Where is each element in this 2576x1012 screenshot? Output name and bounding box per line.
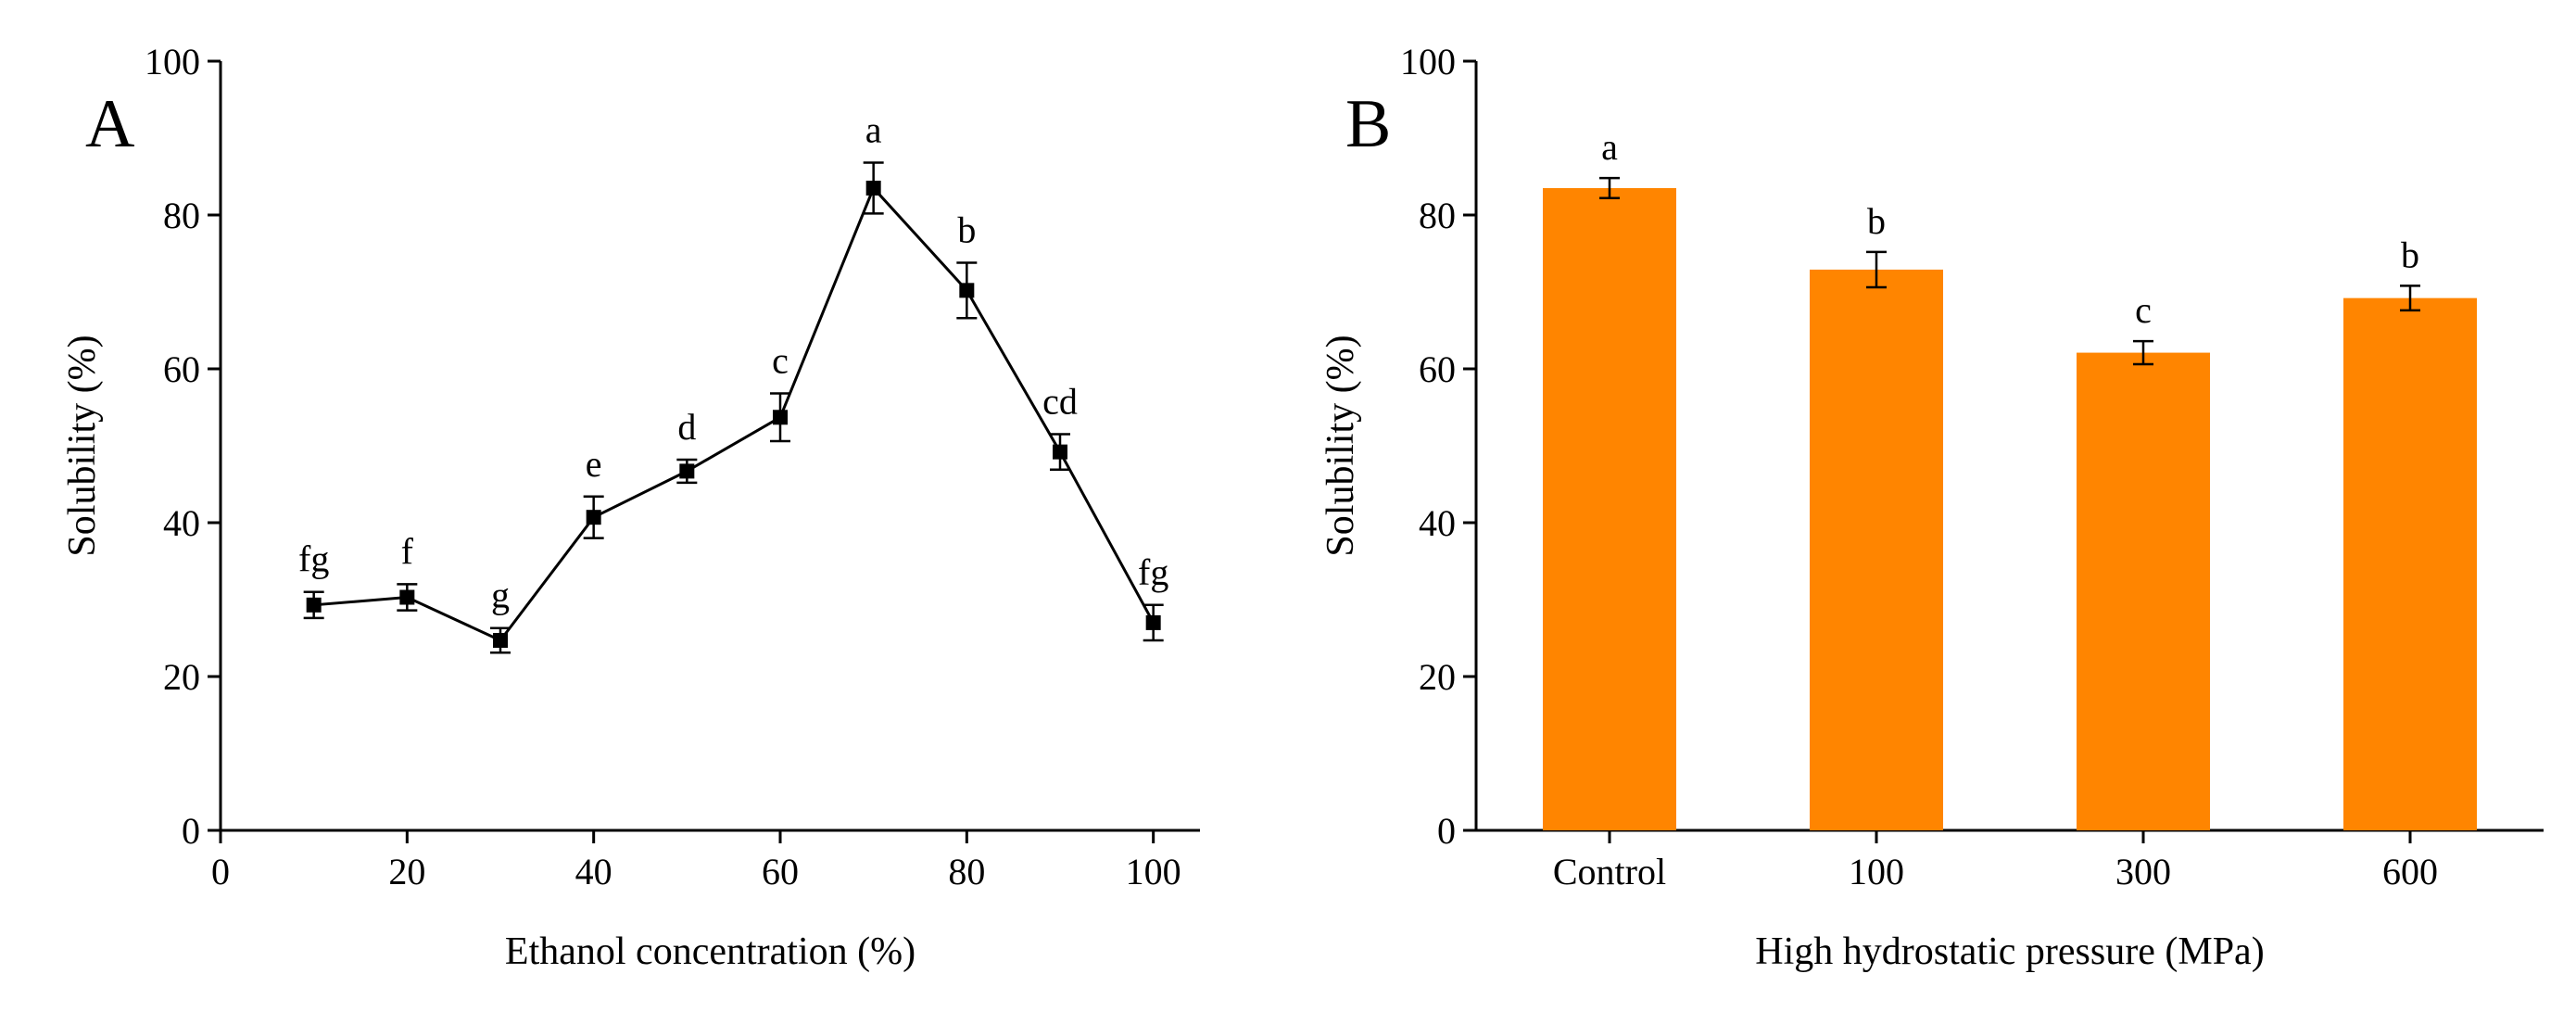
panel-a-significance-label: e [586, 443, 602, 485]
panel-b-bar [2077, 352, 2210, 830]
panel-a-data-point [959, 283, 975, 298]
panel-a-label: A [85, 86, 134, 162]
panel-a-significance-label: fg [1138, 551, 1168, 593]
panel-b-significance-label: b [2401, 234, 2419, 275]
panel-a-y-tick-label: 80 [163, 195, 200, 236]
panel-a-y-tick-label: 60 [163, 348, 200, 390]
panel-a-data-point [865, 180, 881, 196]
panel-a-significance-label: c [772, 340, 789, 382]
panel-a-x-tick-label: 80 [948, 851, 985, 892]
panel-a-data-point [1145, 614, 1161, 630]
panel-a-data-point [306, 597, 322, 613]
panel-a-y-tick-label: 20 [163, 656, 200, 698]
panel-a-y-tick-label: 0 [182, 810, 200, 852]
panel-a-data-point [679, 463, 695, 479]
panel-a-significance-label: fg [298, 538, 329, 580]
panel-a-data-point [773, 410, 788, 425]
panel-b-label: B [1345, 86, 1391, 162]
panel-a-data-point [493, 632, 508, 648]
panel-b-y-tick-label: 0 [1437, 810, 1456, 852]
panel-b-significance-label: a [1601, 126, 1618, 168]
panel-b-y-tick-label: 60 [1419, 348, 1456, 390]
panel-b-y-tick-label: 40 [1419, 502, 1456, 544]
panel-a-x-tick-label: 60 [762, 851, 799, 892]
panel-a-significance-label: g [491, 575, 510, 616]
panel-a-x-tick-label: 20 [388, 851, 425, 892]
panel-b-y-tick-label: 20 [1419, 656, 1456, 698]
panel-b-x-axis-title: High hydrostatic pressure (MPa) [1755, 930, 2264, 973]
panel-a-data-point [1053, 444, 1067, 460]
panel-b-x-tick-label: 300 [2115, 851, 2171, 892]
panel-a-line-chart: 0 20 40 60 80 100 0 20 40 60 80 100 Ethanol concentr… [61, 41, 1200, 973]
panel-a-significance-label: d [677, 406, 696, 448]
panel-a-x-tick-label: 40 [575, 851, 612, 892]
panel-a-y-axis-title: Solubility (%) [61, 335, 104, 556]
panel-a-data-point [399, 589, 415, 605]
panel-b-x-tick-label: Control [1553, 851, 1666, 892]
panel-a-significance-label: b [957, 209, 976, 250]
panel-a-significance-label: a [865, 109, 882, 151]
panel-a-y-tick-label: 100 [145, 41, 200, 82]
panel-a-y-tick-label: 40 [163, 502, 200, 544]
panel-b-bar [2343, 297, 2477, 830]
panel-b-significance-label: c [2135, 289, 2152, 331]
panel-a-x-tick-label: 0 [211, 851, 230, 892]
panel-b-y-tick-label: 100 [1400, 41, 1456, 82]
panel-b-y-axis-title: Solubility (%) [1320, 335, 1362, 556]
panel-b-x-tick-label: 100 [1849, 851, 1904, 892]
panel-a-series-line [313, 185, 1155, 642]
panel-b-x-tick-label: 600 [2382, 851, 2438, 892]
panel-b-bar [1543, 187, 1676, 830]
panel-a-significance-label: cd [1042, 381, 1078, 423]
panel-a-significance-label: f [401, 530, 414, 572]
panel-b-y-tick-label: 80 [1419, 195, 1456, 236]
panel-a-x-axis-title: Ethanol concentration (%) [505, 930, 915, 973]
panel-a-x-tick-label: 100 [1126, 851, 1181, 892]
panel-b-bar-chart: 0 20 40 60 80 100 a Control b 100 c 300 b 600 High hyd… [1320, 41, 2544, 973]
panel-b-bar [1810, 269, 1943, 830]
panel-a-data-point [586, 510, 601, 525]
panel-b-significance-label: b [1867, 200, 1886, 242]
